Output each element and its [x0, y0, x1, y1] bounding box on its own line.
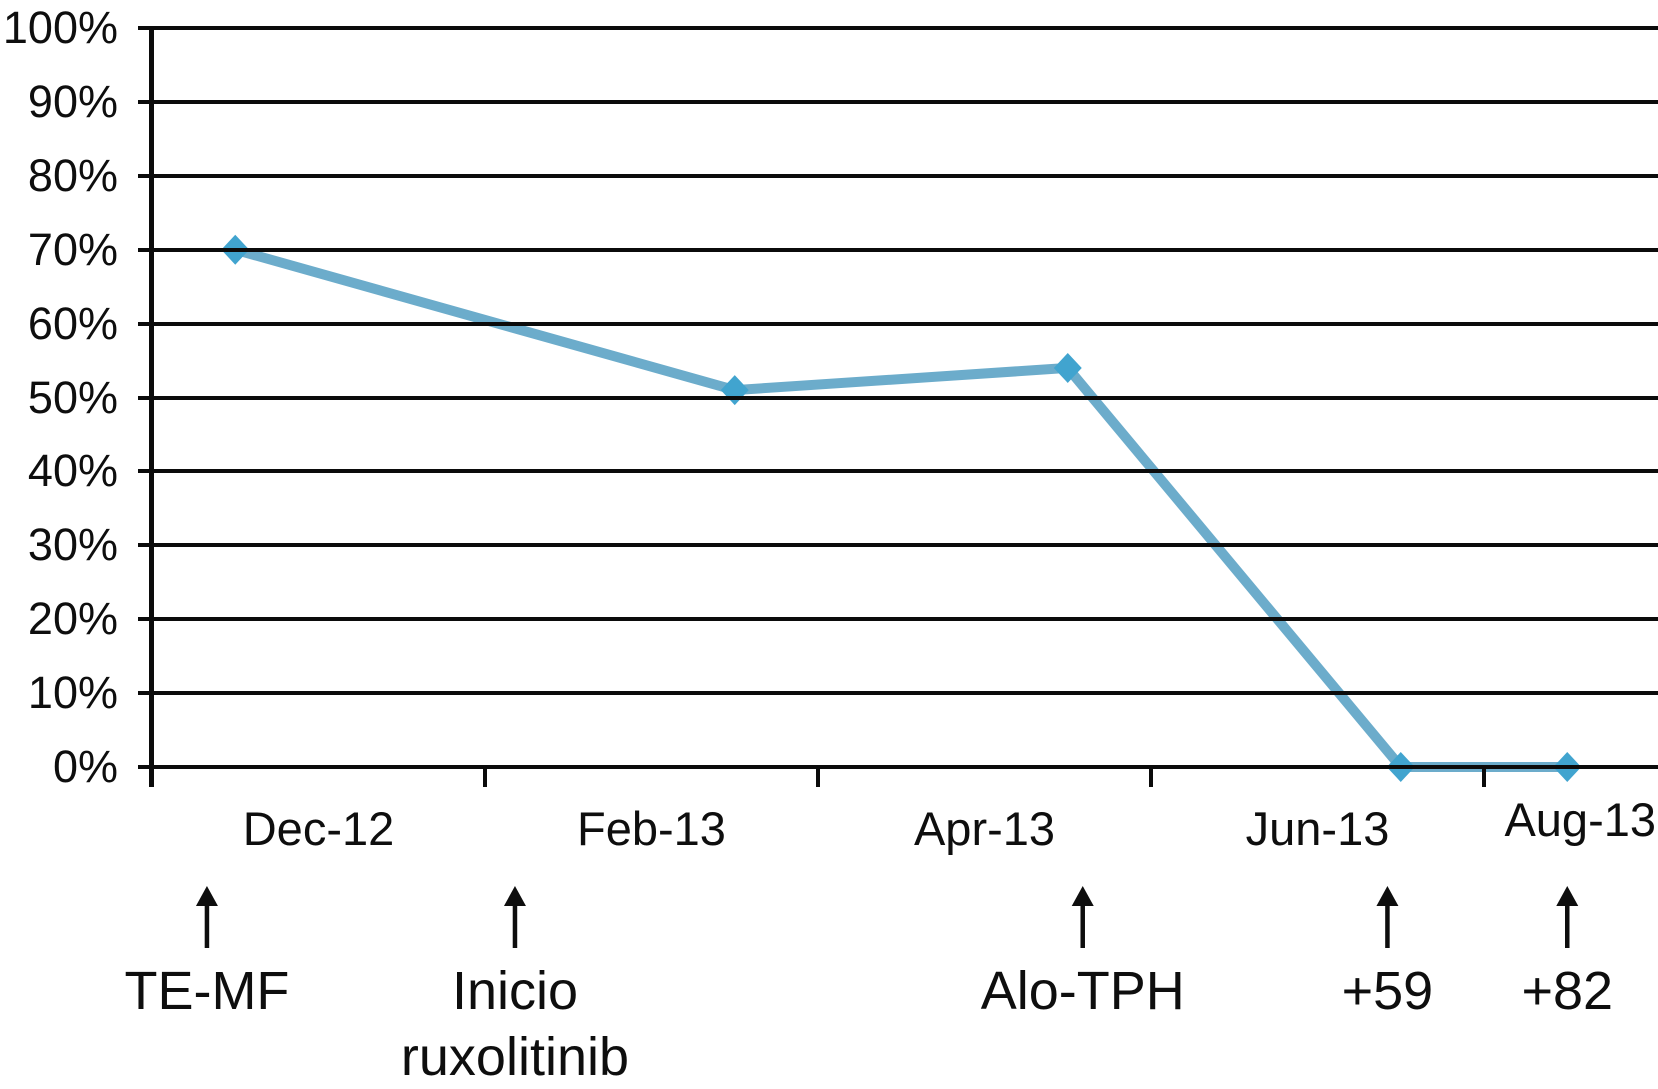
- x-axis-tick-mark: [150, 767, 154, 787]
- event-arrow-head: [195, 886, 218, 906]
- y-axis-tick-label: 10%: [27, 667, 118, 719]
- event-arrow-head: [1556, 886, 1579, 906]
- gridline: [138, 543, 1658, 548]
- gridline: [138, 691, 1658, 696]
- y-axis-tick-label: 60%: [27, 297, 118, 349]
- y-axis-line: [149, 26, 154, 787]
- y-axis-tick-label: 50%: [27, 371, 118, 423]
- event-label: Inicio ruxolitinib: [400, 961, 630, 1087]
- data-point-marker: [720, 375, 749, 406]
- y-axis-tick-label: 90%: [27, 75, 118, 127]
- x-axis-tick-label: Feb-13: [577, 802, 726, 855]
- event-arrow-head: [1376, 886, 1399, 906]
- data-point-marker: [1053, 352, 1082, 383]
- event-label: +59: [1341, 961, 1434, 1021]
- gridline: [138, 617, 1658, 622]
- x-axis-tick-label: Dec-12: [242, 802, 395, 855]
- gridline: [138, 173, 1658, 178]
- y-axis-tick-label: 40%: [27, 445, 118, 497]
- event-arrow-head: [503, 886, 526, 906]
- x-axis-tick-label: Apr-13: [913, 802, 1056, 855]
- x-axis-tick-mark: [1482, 767, 1486, 787]
- event-label: +82: [1521, 961, 1614, 1021]
- gridline: [138, 247, 1658, 252]
- x-axis-tick-label: Jun-13: [1245, 802, 1390, 855]
- event-label: TE-MF: [124, 961, 290, 1021]
- y-axis-tick-label: 100%: [2, 2, 118, 53]
- x-axis-tick-label: Aug-13: [1504, 793, 1656, 846]
- gridline: [138, 395, 1658, 400]
- series-line: [233, 244, 1568, 772]
- event-label: Alo-TPH: [980, 961, 1185, 1021]
- x-axis-tick-mark: [1149, 767, 1153, 787]
- gridline: [138, 99, 1658, 104]
- gridline: [138, 26, 1658, 30]
- gridline: [138, 469, 1658, 474]
- y-axis-tick-label: 70%: [27, 223, 118, 275]
- gridline: [138, 765, 1658, 769]
- y-axis-tick-label: 0%: [52, 741, 118, 792]
- event-arrow-head: [1071, 886, 1094, 906]
- x-axis-tick-mark: [483, 767, 487, 787]
- y-axis-tick-label: 30%: [27, 519, 118, 571]
- y-axis-tick-label: 20%: [27, 593, 118, 645]
- y-axis-tick-label: 80%: [27, 149, 118, 201]
- gridline: [138, 321, 1658, 326]
- x-axis-tick-mark: [816, 767, 820, 787]
